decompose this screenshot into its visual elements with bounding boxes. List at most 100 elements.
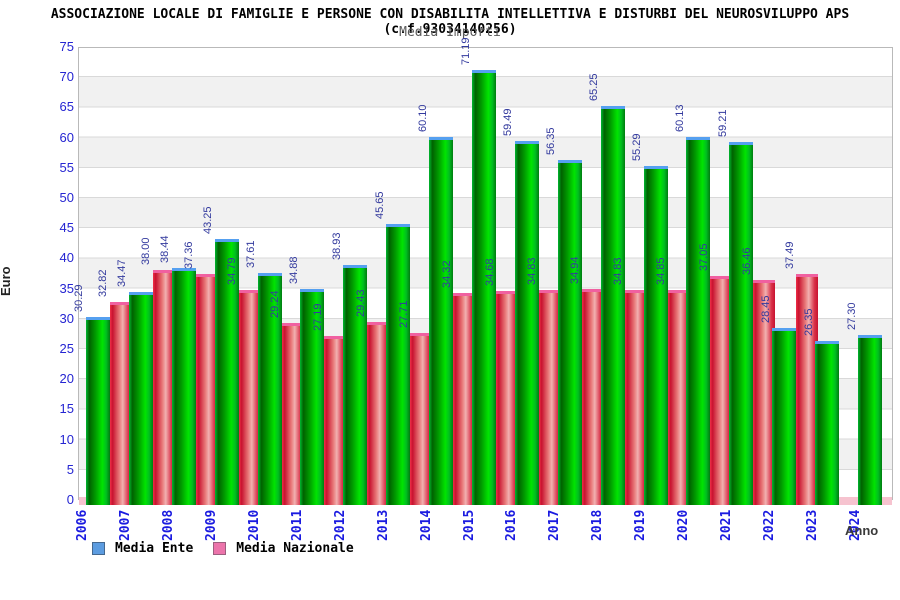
- bar-media-ente-2020: [686, 136, 711, 505]
- bar-cap: [410, 332, 433, 336]
- bar-media-ente-2018: [600, 105, 625, 505]
- bar-cap: [453, 292, 476, 296]
- y-tick-70: 70: [59, 69, 74, 85]
- bar-media-ente-2024: [858, 335, 883, 505]
- bar-media-nazionale-2019: [667, 289, 690, 505]
- x-tick-2013: 2013: [375, 509, 391, 541]
- x-tick-2019: 2019: [633, 509, 649, 541]
- bar-media-nazionale-2008: [195, 274, 218, 505]
- bar-cap: [85, 317, 110, 321]
- bar-media-ente-2009: [214, 238, 239, 505]
- bar-cap: [796, 273, 819, 277]
- x-tick-2015: 2015: [461, 509, 477, 541]
- x-tick-2010: 2010: [247, 509, 263, 541]
- bar-media-ente-2017: [557, 159, 582, 505]
- chart-subtitle: Media Importi: [399, 25, 501, 40]
- bar-cap: [214, 238, 239, 242]
- y-tick-15: 15: [59, 401, 74, 417]
- x-tick-2008: 2008: [161, 509, 177, 541]
- y-tick-65: 65: [59, 99, 74, 115]
- bar-cap: [343, 264, 368, 268]
- bar-media-nazionale-2021: [753, 279, 776, 505]
- bar-cap: [538, 289, 561, 293]
- bar-media-nazionale-2022: [796, 273, 819, 505]
- bar-cap: [128, 291, 153, 295]
- bar-cap: [514, 140, 539, 144]
- bar-cap: [557, 159, 582, 163]
- bar-media-ente-2016: [514, 140, 539, 505]
- bar-cap: [195, 274, 218, 278]
- x-tick-2011: 2011: [289, 509, 305, 541]
- bar-media-nazionale-2020: [710, 276, 733, 505]
- bar-media-nazionale-2014: [453, 292, 476, 505]
- bar-cap: [496, 290, 518, 294]
- bar-media-ente-2008: [171, 267, 196, 505]
- x-tick-2017: 2017: [547, 509, 563, 541]
- x-tick-2006: 2006: [75, 509, 91, 541]
- bar-media-ente-2021: [729, 142, 754, 505]
- y-axis-ticks: 0 5 10 15 20 25 30 35 40 45 50 55 60 65 70 75: [0, 0, 74, 600]
- bar-media-ente-2013: [386, 224, 411, 505]
- bar-cap: [624, 289, 647, 293]
- legend-item-media-nazionale: Media Nazionale: [213, 540, 354, 556]
- bar-cap: [386, 224, 411, 228]
- chart-title: ASSOCIAZIONE LOCALE DI FAMIGLIE E PERSON…: [50, 7, 850, 37]
- bar-media-ente-2023: [815, 340, 840, 505]
- bar-media-nazionale-2015: [496, 290, 518, 505]
- bar-cap: [581, 288, 604, 292]
- bar-cap: [772, 328, 797, 332]
- x-tick-2022: 2022: [761, 509, 777, 541]
- bar-cap: [686, 136, 711, 140]
- bar-cap: [281, 323, 304, 327]
- y-tick-30: 30: [59, 310, 74, 326]
- y-tick-55: 55: [59, 159, 74, 175]
- bar-cap: [858, 335, 883, 339]
- legend: Media Ente Media Nazionale: [92, 540, 354, 556]
- bar-cap: [600, 105, 625, 109]
- y-tick-50: 50: [59, 190, 74, 205]
- y-tick-75: 75: [59, 39, 74, 54]
- bar-cap: [171, 267, 196, 271]
- bar-media-nazionale-2012: [367, 322, 390, 505]
- bar-media-ente-2006: [85, 317, 110, 505]
- y-tick-35: 35: [59, 280, 74, 296]
- bar-media-nazionale-2018: [624, 289, 647, 505]
- x-tick-2023: 2023: [804, 509, 820, 541]
- bar-cap: [667, 289, 690, 293]
- y-tick-45: 45: [59, 220, 74, 236]
- bar-media-ente-2011: [300, 289, 325, 505]
- bar-media-ente-2019: [643, 166, 668, 505]
- bar-media-nazionale-2006: [109, 301, 132, 505]
- bars-layer: 30.29 32.82 34.47 38.00 38.44 37.36 43.25 34.79…: [73, 0, 893, 505]
- x-tick-2018: 2018: [590, 509, 606, 541]
- x-tick-2012: 2012: [332, 509, 348, 541]
- bar-cap: [367, 322, 390, 326]
- y-tick-20: 20: [59, 371, 74, 387]
- bar-media-nazionale-2007: [152, 270, 175, 505]
- bar-cap: [710, 276, 733, 280]
- bar-cap: [324, 335, 347, 339]
- bar-media-nazionale-2016: [538, 289, 561, 505]
- y-tick-5: 5: [66, 461, 74, 477]
- x-tick-2021: 2021: [718, 509, 734, 541]
- x-tick-2020: 2020: [675, 509, 691, 541]
- x-tick-2007: 2007: [118, 509, 134, 541]
- x-tick-2009: 2009: [204, 509, 220, 541]
- bar-media-nazionale-2011: [324, 335, 347, 505]
- y-tick-0: 0: [66, 492, 74, 507]
- bar-cap: [729, 142, 754, 146]
- bar-cap: [300, 289, 325, 293]
- legend-label-media-nazionale: Media Nazionale: [236, 540, 354, 556]
- bar-cap: [429, 136, 454, 140]
- bar-media-nazionale-2010: [281, 323, 304, 505]
- legend-item-media-ente: Media Ente: [92, 541, 193, 556]
- y-tick-25: 25: [59, 341, 74, 356]
- bar-cap: [257, 272, 282, 276]
- y-tick-10: 10: [59, 431, 74, 447]
- bar-cap: [815, 340, 840, 344]
- bar-media-nazionale-2013: [410, 332, 433, 505]
- y-tick-60: 60: [59, 129, 74, 145]
- x-axis-title: Anno: [845, 523, 879, 538]
